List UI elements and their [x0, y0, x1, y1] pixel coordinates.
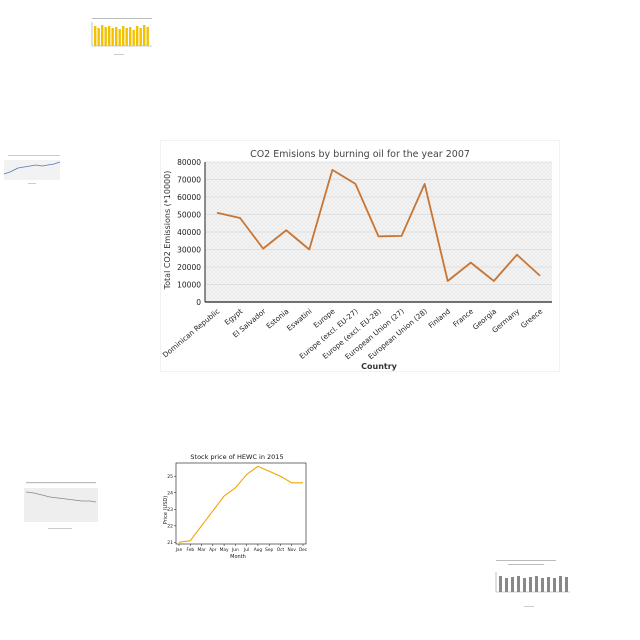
stock-price-line-chart: Stock price of HEWC in 2015 Price (USD) … — [163, 453, 308, 560]
y-tick-label: 60000 — [177, 193, 201, 202]
x-tick-label: May — [220, 547, 229, 553]
thumbnail-bar-chart-bottom-right — [495, 560, 570, 607]
y-tick-label: 30000 — [177, 246, 201, 255]
plot-frame — [175, 462, 307, 545]
x-tick-label: Jul — [243, 547, 249, 553]
chart-title: CO2 Emisions by burning oil for the year… — [250, 149, 470, 160]
x-tick-label: Oct — [277, 547, 285, 553]
x-tick-label: Feb — [186, 547, 194, 553]
x-axis-label: Month — [230, 554, 246, 560]
series-line — [178, 465, 303, 543]
y-tick-label: 21 — [167, 540, 173, 546]
co2-emissions-line-chart: CO2 Emisions by burning oil for the year… — [160, 140, 560, 372]
y-tick-label: 40000 — [177, 228, 201, 237]
x-tick-label: Jun — [231, 547, 239, 553]
y-tick-label: 50000 — [177, 211, 201, 220]
x-tick-label: Sep — [265, 547, 273, 553]
y-tick-label: 23 — [167, 507, 173, 513]
x-tick-label: Dec — [299, 547, 308, 553]
x-tick-label: Apr — [209, 547, 217, 553]
y-axis-label: Total CO2 Emissions (*10000) — [163, 171, 172, 291]
y-tick-label: 24 — [167, 491, 173, 497]
y-tick-label: 10000 — [177, 281, 201, 290]
y-axis-label: Price (USD) — [163, 496, 169, 524]
y-tick-label: 20000 — [177, 263, 201, 272]
x-axis-label: Country — [361, 362, 398, 371]
series-line — [216, 168, 541, 282]
x-tick-label: Jan — [175, 547, 183, 553]
thumbnail-line-chart-left — [3, 155, 61, 184]
y-tick-label: 25 — [167, 474, 173, 480]
x-tick-label: Aug — [254, 547, 263, 553]
x-tick-label: Mar — [197, 547, 205, 553]
y-tick-label: 80000 — [177, 158, 201, 167]
y-tick-label: 0 — [196, 298, 201, 307]
thumbnail-line-chart-bottom-left — [24, 482, 98, 529]
chart-title: Stock price of HEWC in 2015 — [190, 453, 283, 461]
x-tick-label: Nov — [288, 547, 297, 553]
y-tick-label: 70000 — [177, 176, 201, 185]
thumbnail-bar-chart-top — [91, 18, 152, 55]
y-tick-label: 22 — [167, 524, 173, 530]
